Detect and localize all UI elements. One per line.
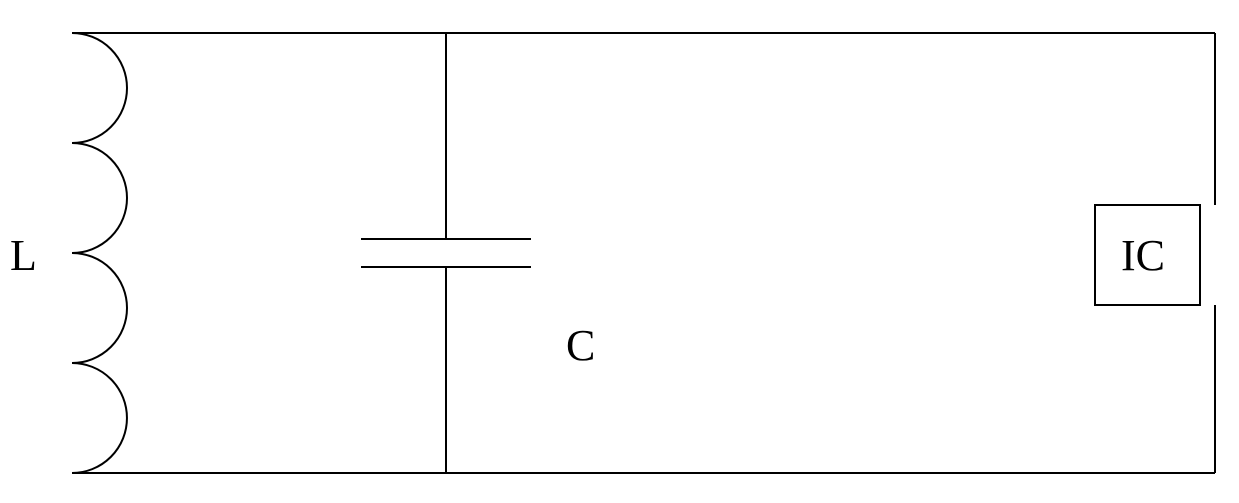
capacitor: [361, 33, 531, 473]
ic-label-text: IC: [1121, 231, 1165, 280]
capacitor-label-text: C: [566, 321, 595, 370]
wire-group: [72, 33, 1215, 473]
inductor-coil: [72, 33, 127, 473]
inductor: [72, 33, 127, 473]
inductor-label-text: L: [10, 231, 37, 280]
labels: L C IC: [10, 231, 1165, 370]
